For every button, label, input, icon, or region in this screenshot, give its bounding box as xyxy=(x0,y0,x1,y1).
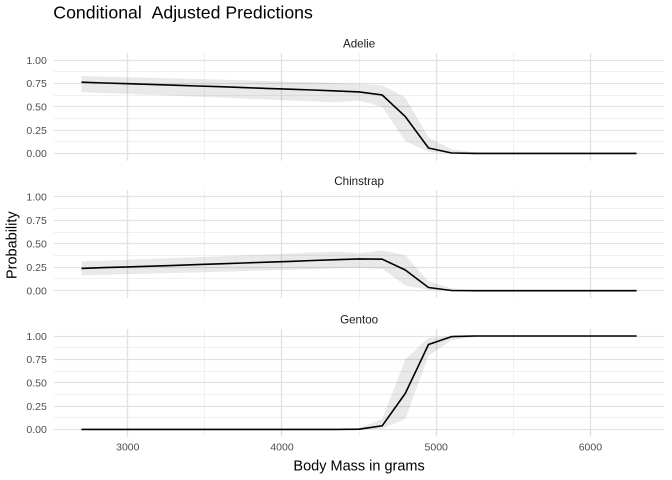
svg-text:4000: 4000 xyxy=(270,442,294,454)
svg-text:0.25: 0.25 xyxy=(26,262,47,274)
svg-text:0.00: 0.00 xyxy=(26,424,47,436)
svg-text:0.25: 0.25 xyxy=(26,125,47,137)
svg-text:0.75: 0.75 xyxy=(26,78,47,90)
svg-text:1.00: 1.00 xyxy=(26,192,47,204)
svg-text:5000: 5000 xyxy=(425,442,449,454)
svg-text:Conditional Adjusted Predicti: Conditional Adjusted Predictions xyxy=(53,3,313,23)
svg-text:Body Mass in grams: Body Mass in grams xyxy=(293,458,424,474)
svg-text:0.00: 0.00 xyxy=(26,285,47,297)
svg-text:0.75: 0.75 xyxy=(26,215,47,227)
svg-text:0.25: 0.25 xyxy=(26,401,47,413)
svg-text:Chinstrap: Chinstrap xyxy=(334,175,384,188)
svg-text:Probability: Probability xyxy=(4,211,20,279)
svg-text:1.00: 1.00 xyxy=(26,331,47,343)
svg-text:0.50: 0.50 xyxy=(26,377,47,389)
svg-text:0.50: 0.50 xyxy=(26,239,47,251)
svg-text:0.50: 0.50 xyxy=(26,102,47,114)
svg-text:Gentoo: Gentoo xyxy=(340,314,378,327)
svg-text:3000: 3000 xyxy=(116,442,140,454)
svg-text:0.75: 0.75 xyxy=(26,354,47,366)
svg-text:6000: 6000 xyxy=(579,442,603,454)
svg-text:0.00: 0.00 xyxy=(26,148,47,160)
svg-text:1.00: 1.00 xyxy=(26,55,47,67)
svg-text:Adelie: Adelie xyxy=(343,37,375,50)
